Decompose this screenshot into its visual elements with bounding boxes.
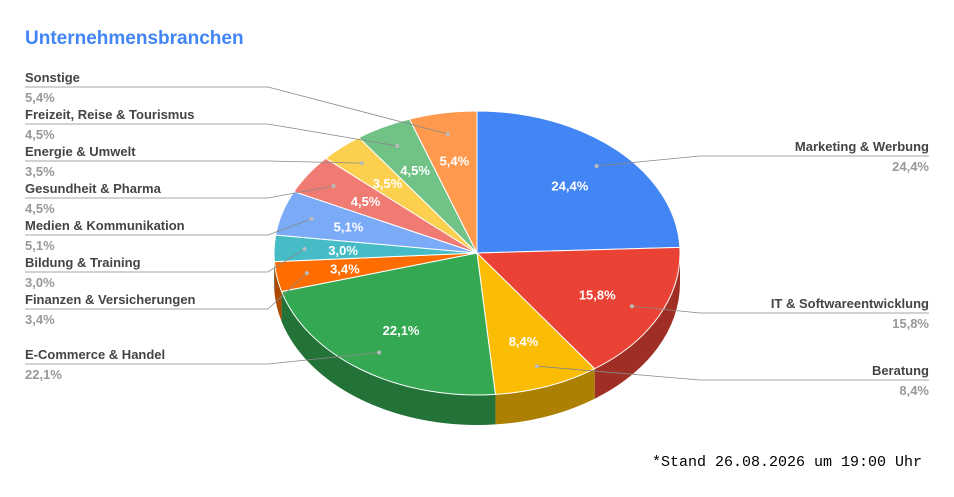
slice-label: 3,0%	[328, 243, 358, 258]
label-percent: 4,5%	[25, 127, 55, 142]
slice-label: 4,5%	[351, 194, 381, 209]
leader-line	[25, 185, 334, 199]
slice-label: 4,5%	[400, 163, 430, 178]
leader-line	[596, 155, 929, 167]
leader-dot	[629, 304, 634, 309]
slice-label: 15,8%	[579, 287, 616, 302]
leader-dot	[359, 161, 364, 166]
label-name: Medien & Kommunikation	[25, 218, 185, 233]
leader-dot	[377, 350, 382, 355]
slice-side	[274, 261, 282, 322]
leader-dot	[331, 184, 336, 189]
label-name: Energie & Umwelt	[25, 144, 136, 159]
leader-dot	[395, 143, 400, 148]
label-percent: 5,4%	[25, 90, 55, 105]
label-name: Bildung & Training	[25, 255, 141, 270]
label-percent: 3,5%	[25, 164, 55, 179]
leader-dot	[594, 163, 599, 168]
slice-label: 24,4%	[551, 178, 588, 193]
label-percent: 5,1%	[25, 238, 55, 253]
label-percent: 22,1%	[25, 367, 62, 382]
label-name: Gesundheit & Pharma	[25, 181, 162, 196]
slice	[408, 110, 478, 254]
leader-line	[631, 305, 929, 314]
label-percent: 3,4%	[25, 312, 55, 327]
slice-label: 5,4%	[440, 154, 470, 169]
slice-label: 22,1%	[383, 323, 420, 338]
label-percent: 8,4%	[899, 383, 929, 398]
label-name: E-Commerce & Handel	[25, 347, 165, 362]
slice-side	[594, 253, 680, 399]
chart-title: Unternehmensbranchen	[25, 28, 244, 49]
leader-dot	[445, 132, 450, 137]
label-name: Sonstige	[25, 70, 80, 85]
leader-line	[25, 272, 308, 310]
leader-line	[25, 86, 448, 135]
leader-line	[25, 352, 380, 365]
label-name: Beratung	[872, 363, 929, 378]
slice-label: 3,5%	[373, 176, 403, 191]
leader-dot	[302, 247, 307, 252]
label-name: Finanzen & Versicherungen	[25, 292, 196, 307]
leader-line	[536, 365, 929, 381]
slice	[476, 110, 681, 254]
label-name: Marketing & Werbung	[795, 139, 929, 154]
slice	[280, 252, 497, 396]
leader-line	[25, 160, 362, 164]
leader-dot	[304, 271, 309, 276]
label-percent: 3,0%	[25, 275, 55, 290]
slice-label: 5,1%	[334, 219, 364, 234]
label-name: Freizeit, Reise & Tourismus	[25, 107, 195, 122]
slice	[476, 251, 596, 395]
label-name: IT & Softwareentwicklung	[771, 296, 929, 311]
slice	[475, 246, 681, 370]
slice-label: 3,4%	[330, 262, 360, 277]
leader-dot	[534, 364, 539, 369]
footnote: *Stand 26.08.2026 um 19:00 Uhr	[652, 454, 922, 471]
label-percent: 4,5%	[25, 201, 55, 216]
label-percent: 15,8%	[892, 316, 929, 331]
leader-line	[25, 218, 312, 236]
slice-side	[495, 368, 595, 425]
leader-dot	[309, 216, 314, 221]
label-percent: 24,4%	[892, 159, 929, 174]
slice-label: 8,4%	[509, 334, 539, 349]
leader-line	[25, 248, 305, 273]
leader-line	[25, 123, 398, 147]
